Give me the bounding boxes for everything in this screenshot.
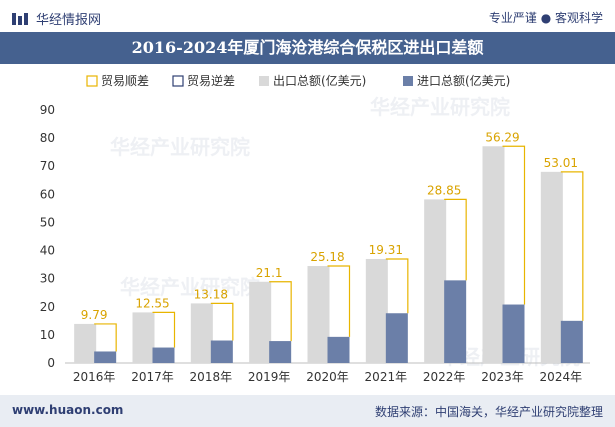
export-bar <box>190 303 213 363</box>
x-tick-label: 2024年 <box>540 370 583 384</box>
x-tick-label: 2018年 <box>190 370 233 384</box>
watermark-text: 华经产业研究院 <box>110 135 250 159</box>
y-tick-label: 10 <box>40 328 55 342</box>
surplus-label: 9.79 <box>81 308 108 322</box>
axes: 0 10 20 30 40 50 60 70 80 90 2016年 2017年 2018年 2019年 2… <box>40 103 590 384</box>
chart-area: 贸易顺差 贸易逆差 出口总额(亿美元) 进口总额(亿美元) 华经产业研究院华经产… <box>40 73 590 384</box>
footer: www.huaon.com 数据来源：中国海关，华经产业研究院整理 <box>0 395 615 427</box>
watermark-text: 华经产业研究院 <box>370 95 510 119</box>
x-tick-label: 2016年 <box>73 370 116 384</box>
bars: 9.79 12.55 13.18 21.1 25.18 19.31 28.85 56.29 53… <box>74 130 584 363</box>
import-bar <box>385 313 408 363</box>
legend-swatch-import <box>403 76 413 86</box>
legend: 贸易顺差 贸易逆差 出口总额(亿美元) 进口总额(亿美元) <box>86 73 510 88</box>
surplus-label: 12.55 <box>135 296 169 310</box>
title-bar: 2016-2024年厦门海沧港综合保税区进出口差额 <box>0 32 615 64</box>
y-tick-label: 70 <box>40 159 55 173</box>
export-bar <box>540 171 563 363</box>
brand-name: 华经情报网 <box>36 13 102 28</box>
footer-source: 数据来源：中国海关，华经产业研究院整理 <box>374 405 603 419</box>
export-bar <box>132 312 155 363</box>
chart-title: 2016-2024年厦门海沧港综合保税区进出口差额 <box>131 38 484 57</box>
surplus-bracket <box>152 311 176 348</box>
surplus-label: 28.85 <box>427 183 461 197</box>
import-bar <box>210 340 233 363</box>
legend-label-export: 出口总额(亿美元) <box>273 73 366 88</box>
surplus-bracket <box>385 258 409 314</box>
surplus-bracket <box>269 281 292 342</box>
surplus-bracket <box>502 145 526 305</box>
export-bar <box>365 258 388 363</box>
surplus-bracket <box>210 302 234 341</box>
legend-swatch-deficit <box>172 75 184 87</box>
x-tick-label: 2019年 <box>248 370 291 384</box>
x-tick-label: 2023年 <box>481 370 524 384</box>
y-tick-label: 30 <box>40 272 55 286</box>
brand: 华经情报网 <box>12 9 101 28</box>
y-tick-label: 60 <box>40 187 55 201</box>
brand-logo-icon <box>12 12 28 25</box>
surplus-bracket <box>560 171 584 321</box>
import-bar <box>444 280 467 363</box>
legend-label-import: 进口总额(亿美元) <box>417 73 510 88</box>
surplus-label: 56.29 <box>485 130 519 144</box>
surplus-label: 25.18 <box>310 250 344 264</box>
surplus-bracket <box>327 265 351 337</box>
export-bar <box>74 323 97 363</box>
import-bar <box>560 320 583 363</box>
top-bar: 华经情报网 专业严谨 ● 客观科学 <box>0 0 615 32</box>
x-tick-label: 2021年 <box>365 370 408 384</box>
legend-label-surplus: 贸易顺差 <box>101 74 149 88</box>
export-bar <box>424 199 447 363</box>
footer-website: www.huaon.com <box>12 403 124 417</box>
legend-swatch-surplus <box>86 75 98 87</box>
surplus-label: 53.01 <box>544 156 578 170</box>
surplus-bracket <box>94 323 117 352</box>
surplus-label: 21.1 <box>256 266 283 280</box>
x-tick-label: 2017年 <box>131 370 174 384</box>
legend-label-deficit: 贸易逆差 <box>187 73 235 88</box>
import-bar <box>327 336 350 363</box>
x-tick-label: 2022年 <box>423 370 466 384</box>
y-tick-label: 0 <box>47 356 55 370</box>
y-tick-label: 80 <box>40 131 55 145</box>
export-bar <box>482 146 505 363</box>
surplus-label: 19.31 <box>369 243 403 257</box>
x-tick-label: 2020年 <box>306 370 349 384</box>
surplus-bracket <box>444 198 467 281</box>
watermark-text: 华经产业研究院 <box>120 275 260 299</box>
import-bar <box>502 304 525 363</box>
y-tick-label: 40 <box>40 244 55 258</box>
y-tick-label: 20 <box>40 300 55 314</box>
export-bar <box>249 281 272 363</box>
y-tick-label: 90 <box>40 103 55 117</box>
import-bar <box>94 351 117 363</box>
tagline: 专业严谨 ● 客观科学 <box>488 11 603 25</box>
export-bar <box>307 266 330 363</box>
legend-swatch-export <box>259 76 269 86</box>
y-tick-label: 50 <box>40 215 55 229</box>
import-bar <box>269 341 292 363</box>
surplus-label: 13.18 <box>194 287 228 301</box>
import-bar <box>152 347 175 363</box>
